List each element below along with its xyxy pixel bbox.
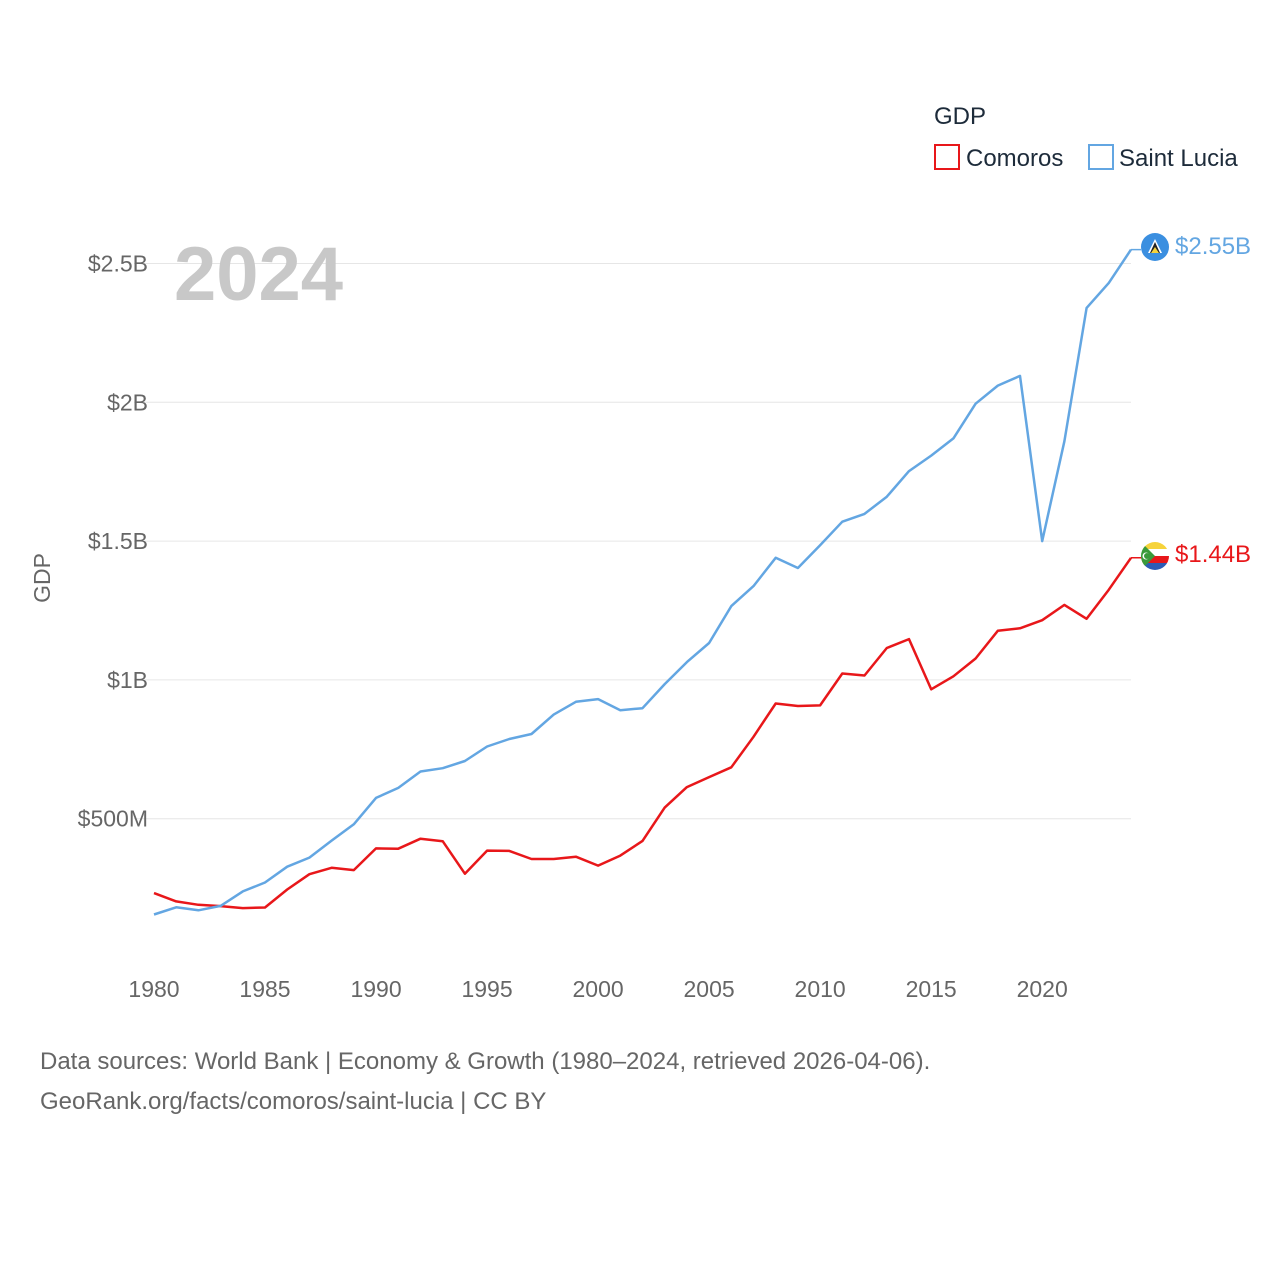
legend: GDP Comoros Saint Lucia — [934, 103, 1238, 172]
y-tick-label: $2.5B — [88, 251, 148, 277]
series-line-saint-lucia — [153, 248, 1133, 916]
x-tick-label: 1985 — [239, 976, 290, 1002]
end-markers — [1141, 233, 1169, 570]
comoros-flag-icon — [1141, 542, 1169, 570]
y-tick-label: $2B — [107, 389, 148, 415]
y-tick-label: $1B — [107, 667, 148, 693]
legend-swatch-saint-lucia — [1088, 144, 1114, 170]
end-label-saint-lucia: $2.55B — [1175, 233, 1251, 260]
data-source-note: Data sources: World Bank | Economy & Gro… — [40, 1042, 930, 1122]
x-tick-label: 1990 — [350, 976, 401, 1002]
end-label-comoros: $1.44B — [1175, 541, 1251, 568]
legend-label-comoros: Comoros — [966, 145, 1063, 172]
x-tick-label: 2000 — [573, 976, 624, 1002]
legend-label-saint-lucia: Saint Lucia — [1119, 145, 1238, 172]
series-lines — [153, 248, 1141, 916]
x-tick-label: 2010 — [795, 976, 846, 1002]
legend-swatch-comoros — [934, 144, 960, 170]
source-line-2[interactable]: GeoRank.org/facts/comoros/saint-lucia | … — [40, 1088, 547, 1115]
y-tick-label: $500M — [78, 806, 148, 832]
y-axis-ticks: $500M $1B $1.5B $2B $2.5B — [78, 251, 148, 832]
year-label: 2024 — [174, 232, 343, 317]
x-tick-label: 1980 — [128, 976, 179, 1002]
x-axis-ticks: 1980 1985 1990 1995 2000 2005 2010 2015 2020 — [128, 976, 1067, 1002]
y-axis-label: GDP — [29, 553, 55, 603]
x-tick-label: 2005 — [684, 976, 735, 1002]
x-tick-label: 2015 — [906, 976, 957, 1002]
source-line-1: Data sources: World Bank | Economy & Gro… — [40, 1048, 931, 1075]
grid-lines — [134, 263, 1131, 820]
x-tick-label: 2020 — [1017, 976, 1068, 1002]
x-tick-label: 1995 — [461, 976, 512, 1002]
saint-lucia-flag-icon — [1141, 233, 1169, 261]
y-tick-label: $1.5B — [88, 528, 148, 554]
legend-title: GDP — [934, 103, 986, 130]
series-line-comoros — [153, 557, 1133, 910]
